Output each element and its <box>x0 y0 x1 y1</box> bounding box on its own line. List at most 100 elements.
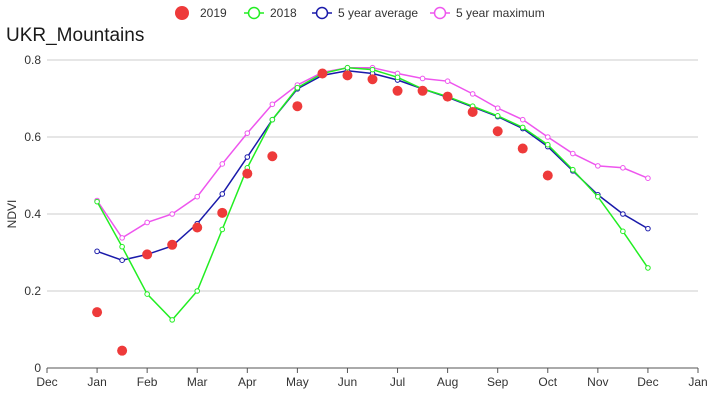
y-tick-label: 0 <box>34 361 41 375</box>
data-point <box>620 165 626 171</box>
data-point <box>194 193 201 200</box>
data-point <box>119 257 125 264</box>
data-point <box>117 345 128 356</box>
data-point <box>217 207 228 218</box>
data-point <box>467 106 478 117</box>
legend-item[interactable]: 5 year maximum <box>430 6 545 20</box>
data-point <box>317 68 328 79</box>
data-point <box>194 288 201 294</box>
data-point <box>570 150 576 157</box>
data-point <box>645 225 651 232</box>
data-point <box>645 265 651 271</box>
data-point <box>167 239 178 250</box>
y-axis-title: NDVI <box>5 200 19 229</box>
y-tick-label: 0.8 <box>24 53 41 67</box>
x-tick-label: Dec <box>36 375 57 389</box>
data-point <box>444 78 451 84</box>
x-tick-label: Aug <box>437 375 458 389</box>
data-point <box>542 170 553 181</box>
x-tick-label: Dec <box>637 375 658 389</box>
data-point <box>570 166 576 173</box>
data-point <box>392 85 403 96</box>
x-tick-label: Jan <box>688 375 707 389</box>
legend: 2019 2018 5 year average 5 year maximum <box>175 6 545 20</box>
series-5-year-average <box>94 67 651 264</box>
data-point <box>269 101 276 108</box>
data-point <box>595 193 601 200</box>
data-point <box>219 226 226 233</box>
data-point <box>492 126 503 137</box>
grid-lines <box>47 59 698 369</box>
data-point <box>244 130 251 136</box>
legend-marker <box>175 6 189 20</box>
x-axis: Dec Jan Feb Mar Apr May Jun Jul Aug Sep Oct Nov Dec J… <box>36 368 708 389</box>
data-point <box>242 168 253 179</box>
data-point <box>367 74 378 85</box>
data-point <box>417 85 428 96</box>
data-point <box>494 105 501 111</box>
data-point <box>244 154 251 160</box>
y-tick-label: 0.2 <box>24 284 41 298</box>
data-point <box>292 101 303 112</box>
data-point <box>169 211 175 217</box>
data-point <box>144 219 150 226</box>
data-point <box>342 70 353 81</box>
series-line <box>96 66 649 239</box>
data-point <box>369 66 376 73</box>
data-point <box>544 141 551 148</box>
x-tick-label: Nov <box>587 375 608 389</box>
series-layer <box>92 64 651 356</box>
data-point <box>494 113 501 119</box>
data-point <box>119 235 125 241</box>
legend-item[interactable]: 2018 <box>244 6 297 20</box>
legend-label: 2019 <box>200 6 227 20</box>
data-point <box>595 163 601 169</box>
data-point <box>442 91 453 102</box>
data-point <box>519 124 526 131</box>
data-point <box>119 243 125 250</box>
x-tick-label: Mar <box>187 375 208 389</box>
series-line <box>96 70 649 261</box>
data-point <box>94 248 100 255</box>
data-point <box>645 175 651 181</box>
data-point <box>144 291 150 297</box>
y-axis: 0 0.2 0.4 0.6 0.8 <box>24 53 41 375</box>
x-tick-label: Feb <box>137 375 158 389</box>
data-point <box>519 116 526 123</box>
data-point <box>269 116 276 123</box>
legend-item[interactable]: 2019 <box>175 6 227 20</box>
legend-label: 5 year average <box>338 6 418 20</box>
legend-marker <box>315 6 329 20</box>
data-point <box>517 143 528 154</box>
data-point <box>94 198 100 205</box>
x-tick-label: Jun <box>338 375 357 389</box>
series-line <box>96 66 649 321</box>
y-tick-label: 0.4 <box>24 207 41 221</box>
data-point <box>92 307 103 318</box>
x-tick-label: Apr <box>238 375 257 389</box>
x-tick-label: May <box>286 375 309 389</box>
data-point <box>142 249 153 260</box>
x-tick-label: Jan <box>87 375 106 389</box>
data-point <box>620 211 626 217</box>
data-point <box>394 74 401 81</box>
x-tick-label: Oct <box>538 375 557 389</box>
legend-label: 5 year maximum <box>456 6 545 20</box>
x-tick-label: Jul <box>390 375 405 389</box>
data-point <box>219 161 226 167</box>
data-point <box>169 317 175 323</box>
legend-marker <box>247 6 261 20</box>
x-tick-label: Sep <box>487 375 509 389</box>
data-point <box>267 151 278 162</box>
series-2019 <box>92 68 553 356</box>
data-point <box>419 75 426 82</box>
legend-item[interactable]: 5 year average <box>312 6 418 20</box>
legend-marker <box>433 6 447 20</box>
legend-label: 2018 <box>270 6 297 20</box>
y-tick-label: 0.6 <box>24 130 41 144</box>
data-point <box>620 228 626 235</box>
data-point <box>469 91 476 97</box>
data-point <box>544 134 551 140</box>
data-point <box>219 191 226 197</box>
